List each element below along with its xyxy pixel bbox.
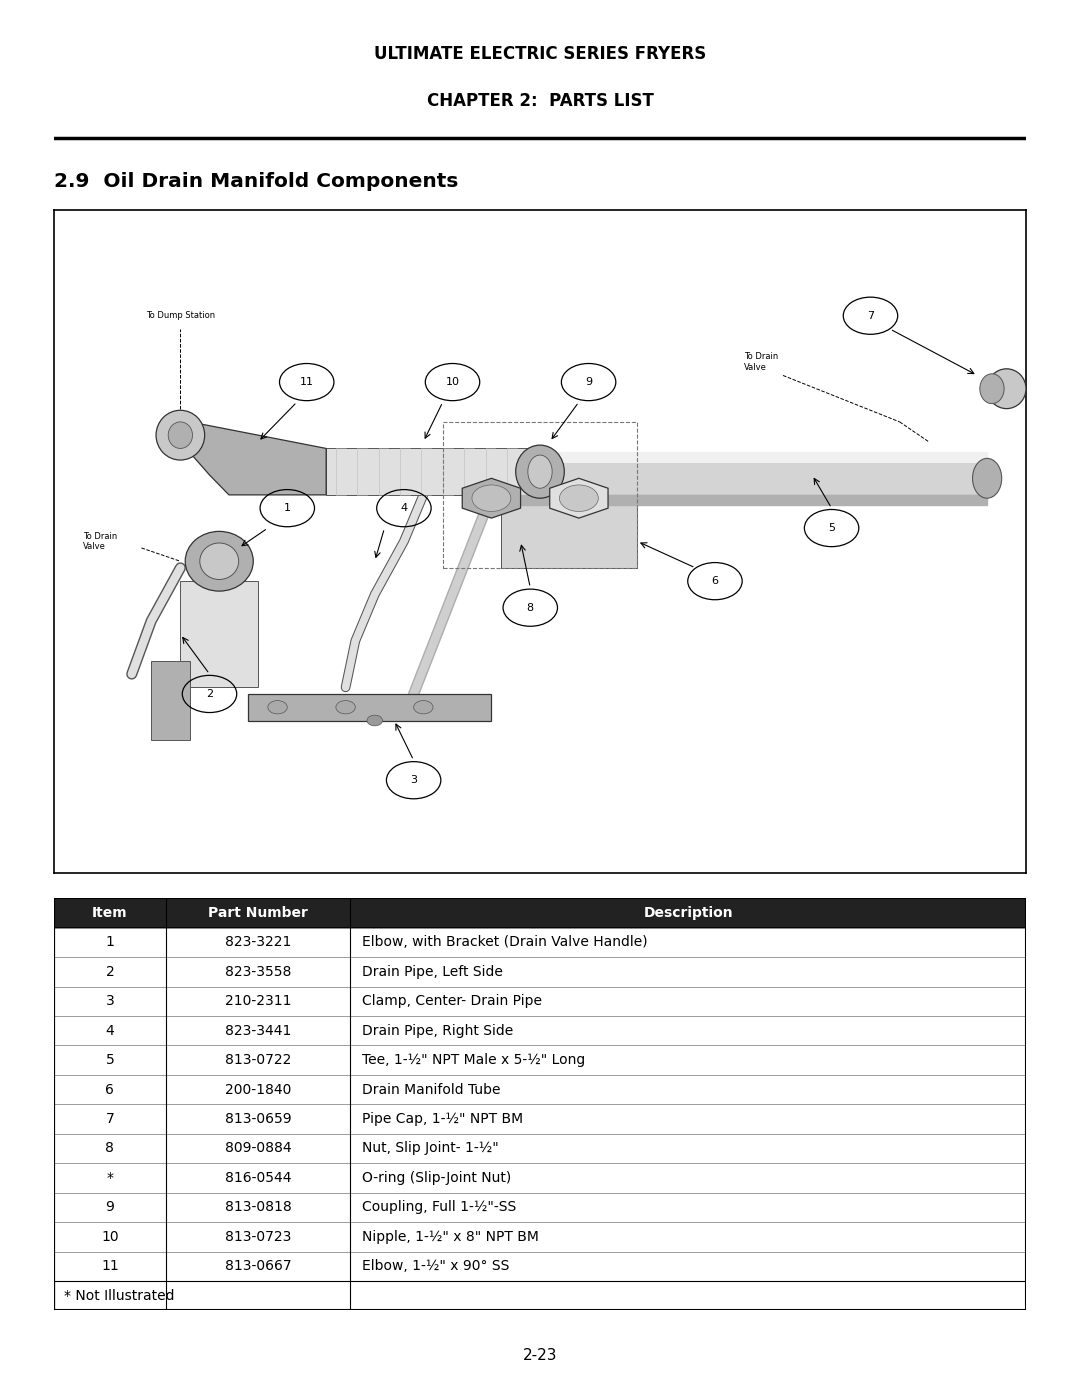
Text: Nut, Slip Joint- 1-½": Nut, Slip Joint- 1-½" xyxy=(362,1141,499,1155)
FancyBboxPatch shape xyxy=(54,1016,1026,1045)
Text: Clamp, Center- Drain Pipe: Clamp, Center- Drain Pipe xyxy=(362,995,542,1009)
Circle shape xyxy=(414,701,433,714)
Text: 813-0722: 813-0722 xyxy=(225,1053,292,1067)
Text: ULTIMATE ELECTRIC SERIES FRYERS: ULTIMATE ELECTRIC SERIES FRYERS xyxy=(374,45,706,63)
FancyBboxPatch shape xyxy=(54,1074,1026,1104)
Text: 10: 10 xyxy=(102,1229,119,1243)
Text: 200-1840: 200-1840 xyxy=(225,1083,292,1097)
Text: 823-3441: 823-3441 xyxy=(225,1024,292,1038)
Text: Drain Pipe, Left Side: Drain Pipe, Left Side xyxy=(362,965,503,979)
FancyBboxPatch shape xyxy=(54,1281,1026,1310)
Text: 813-0723: 813-0723 xyxy=(225,1229,292,1243)
Text: Part Number: Part Number xyxy=(208,907,308,921)
Polygon shape xyxy=(501,495,637,567)
FancyBboxPatch shape xyxy=(54,1193,1026,1222)
Text: Elbow, with Bracket (Drain Valve Handle): Elbow, with Bracket (Drain Valve Handle) xyxy=(362,936,648,950)
Ellipse shape xyxy=(168,422,192,448)
Polygon shape xyxy=(521,461,987,495)
Text: 809-0884: 809-0884 xyxy=(225,1141,292,1155)
Polygon shape xyxy=(180,581,258,687)
Ellipse shape xyxy=(528,455,552,489)
Ellipse shape xyxy=(987,369,1026,408)
Text: 7: 7 xyxy=(867,310,874,321)
FancyBboxPatch shape xyxy=(54,1222,1026,1252)
Text: 4: 4 xyxy=(401,503,407,513)
Text: 210-2311: 210-2311 xyxy=(225,995,292,1009)
Text: 11: 11 xyxy=(300,377,313,387)
Text: To Drain
Valve: To Drain Valve xyxy=(744,352,779,372)
Text: Elbow, 1-½" x 90° SS: Elbow, 1-½" x 90° SS xyxy=(362,1259,510,1273)
Text: 823-3558: 823-3558 xyxy=(225,965,292,979)
FancyBboxPatch shape xyxy=(54,1252,1026,1281)
Circle shape xyxy=(336,701,355,714)
Text: 5: 5 xyxy=(106,1053,114,1067)
Text: 8: 8 xyxy=(106,1141,114,1155)
Text: 10: 10 xyxy=(446,377,459,387)
Text: CHAPTER 2:  PARTS LIST: CHAPTER 2: PARTS LIST xyxy=(427,92,653,110)
Ellipse shape xyxy=(186,531,253,591)
Polygon shape xyxy=(462,478,521,518)
Text: 3: 3 xyxy=(410,775,417,785)
Text: 1: 1 xyxy=(284,503,291,513)
Text: Item: Item xyxy=(92,907,127,921)
FancyBboxPatch shape xyxy=(54,957,1026,986)
Ellipse shape xyxy=(200,543,239,580)
Text: 2.9  Oil Drain Manifold Components: 2.9 Oil Drain Manifold Components xyxy=(54,172,458,191)
Text: 5: 5 xyxy=(828,522,835,534)
Polygon shape xyxy=(180,422,326,495)
Text: 4: 4 xyxy=(106,1024,114,1038)
Polygon shape xyxy=(326,448,540,495)
Ellipse shape xyxy=(516,446,564,499)
Text: 1: 1 xyxy=(106,936,114,950)
Text: To Dump Station: To Dump Station xyxy=(147,312,216,320)
FancyBboxPatch shape xyxy=(54,1134,1026,1164)
Ellipse shape xyxy=(980,374,1004,404)
Text: 6: 6 xyxy=(712,576,718,587)
Circle shape xyxy=(472,485,511,511)
Text: 816-0544: 816-0544 xyxy=(225,1171,292,1185)
Text: 2: 2 xyxy=(106,965,114,979)
FancyBboxPatch shape xyxy=(54,898,1026,928)
Text: * Not Illustrated: * Not Illustrated xyxy=(64,1288,174,1302)
Ellipse shape xyxy=(157,411,205,460)
Text: Drain Manifold Tube: Drain Manifold Tube xyxy=(362,1083,501,1097)
Text: 813-0667: 813-0667 xyxy=(225,1259,292,1273)
FancyBboxPatch shape xyxy=(54,986,1026,1016)
Text: 8: 8 xyxy=(527,602,534,613)
Text: Pipe Cap, 1-½" NPT BM: Pipe Cap, 1-½" NPT BM xyxy=(362,1112,523,1126)
Text: 813-0659: 813-0659 xyxy=(225,1112,292,1126)
Text: 6: 6 xyxy=(106,1083,114,1097)
Text: 9: 9 xyxy=(585,377,592,387)
Text: *: * xyxy=(107,1171,113,1185)
Polygon shape xyxy=(550,478,608,518)
FancyBboxPatch shape xyxy=(54,1164,1026,1193)
Text: Tee, 1-½" NPT Male x 5-½" Long: Tee, 1-½" NPT Male x 5-½" Long xyxy=(362,1053,585,1067)
Polygon shape xyxy=(248,694,491,721)
Text: Coupling, Full 1-½"-SS: Coupling, Full 1-½"-SS xyxy=(362,1200,516,1214)
Text: Nipple, 1-½" x 8" NPT BM: Nipple, 1-½" x 8" NPT BM xyxy=(362,1229,539,1243)
Text: O-ring (Slip-Joint Nut): O-ring (Slip-Joint Nut) xyxy=(362,1171,511,1185)
Text: To Drain
Valve: To Drain Valve xyxy=(83,532,118,550)
Circle shape xyxy=(559,485,598,511)
Text: 813-0818: 813-0818 xyxy=(225,1200,292,1214)
FancyBboxPatch shape xyxy=(54,928,1026,957)
Text: 823-3221: 823-3221 xyxy=(225,936,292,950)
Text: 7: 7 xyxy=(106,1112,114,1126)
FancyBboxPatch shape xyxy=(54,1045,1026,1074)
Text: 3: 3 xyxy=(106,995,114,1009)
Circle shape xyxy=(268,701,287,714)
Text: 2-23: 2-23 xyxy=(523,1348,557,1362)
Polygon shape xyxy=(151,661,190,740)
Ellipse shape xyxy=(973,458,1002,499)
Text: Drain Pipe, Right Side: Drain Pipe, Right Side xyxy=(362,1024,513,1038)
Text: 9: 9 xyxy=(106,1200,114,1214)
Text: 11: 11 xyxy=(102,1259,119,1273)
Circle shape xyxy=(367,715,382,726)
Text: Description: Description xyxy=(644,907,733,921)
FancyBboxPatch shape xyxy=(54,1104,1026,1134)
Text: 2: 2 xyxy=(206,689,213,698)
